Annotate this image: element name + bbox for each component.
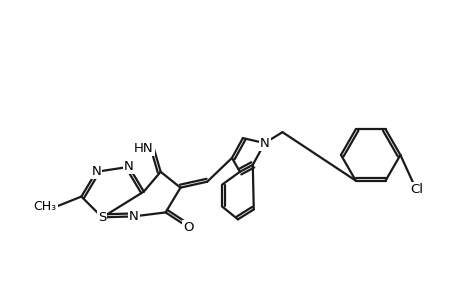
Text: N: N (129, 210, 139, 223)
Text: Cl: Cl (409, 183, 422, 196)
Text: N: N (124, 160, 134, 173)
Text: N: N (259, 136, 269, 150)
Text: O: O (183, 221, 193, 234)
Text: HN: HN (134, 142, 153, 154)
Text: S: S (98, 211, 106, 224)
Text: CH₃: CH₃ (34, 200, 56, 213)
Text: N: N (91, 165, 101, 178)
